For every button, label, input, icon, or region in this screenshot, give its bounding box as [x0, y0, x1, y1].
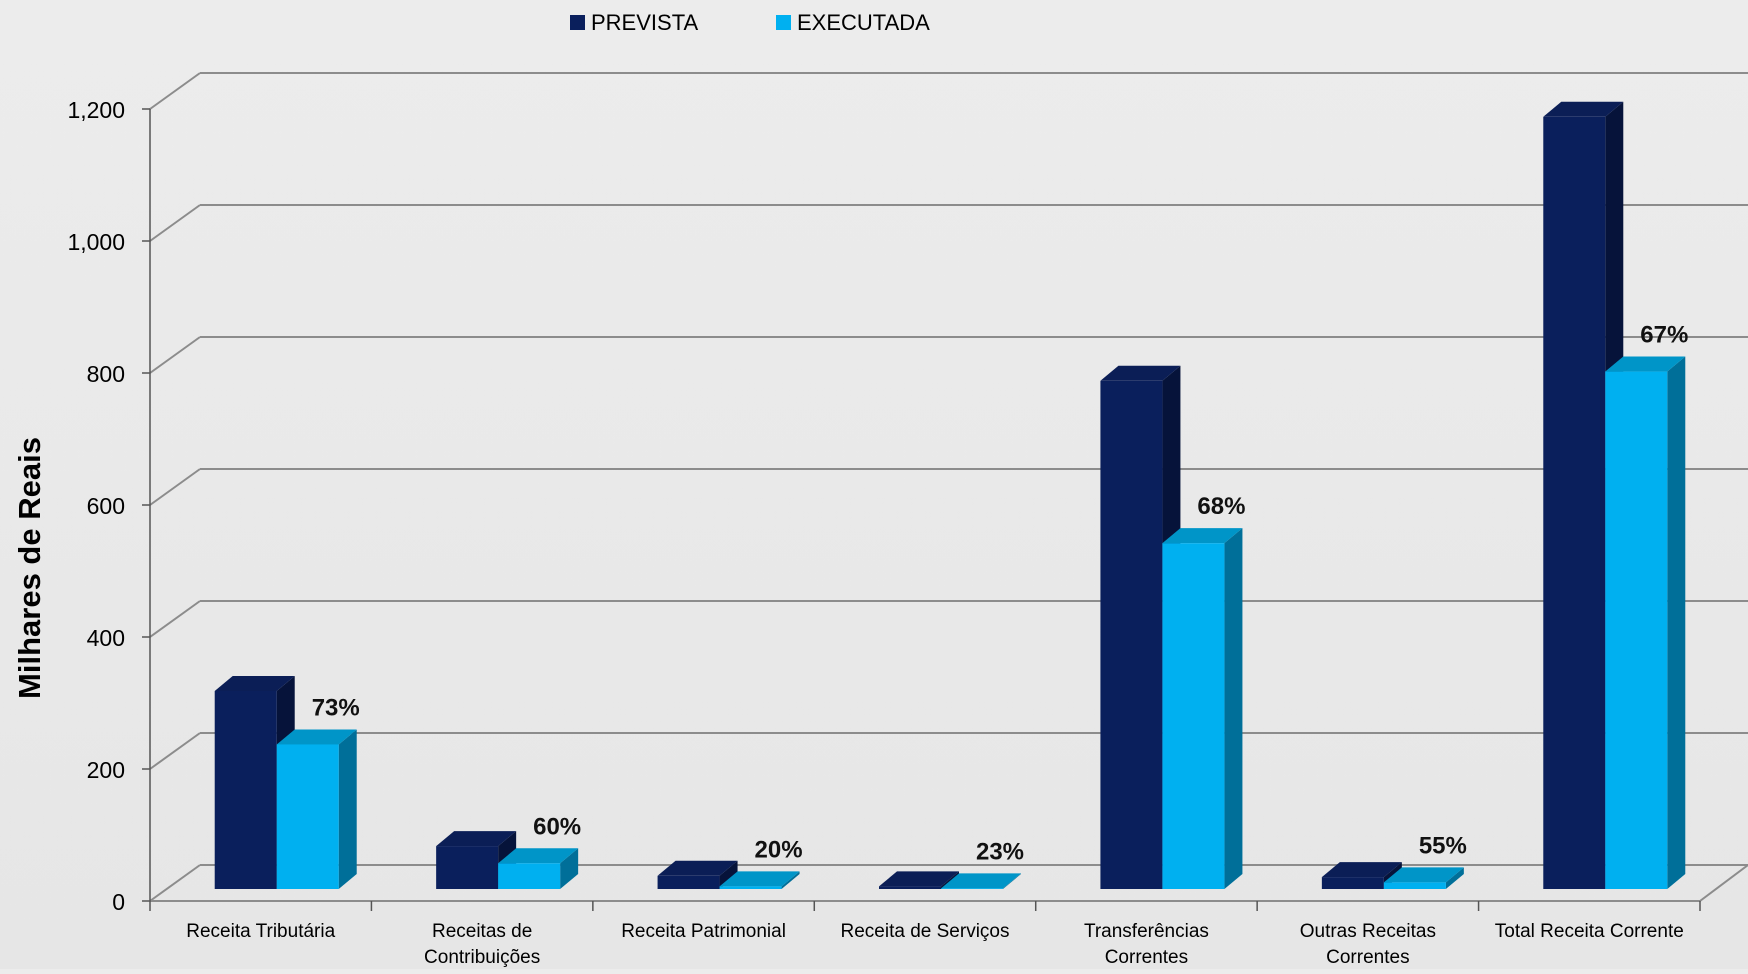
gridline-depth	[149, 204, 201, 242]
bar-top	[1543, 101, 1624, 117]
data-label: 60%	[533, 813, 581, 840]
bar-side	[1003, 873, 1021, 889]
floor-right-edge	[1699, 864, 1748, 902]
legend-swatch-prevista	[570, 15, 585, 30]
bar-front	[1383, 882, 1446, 889]
legend-label-executada: EXECUTADA	[797, 10, 930, 35]
axes	[142, 108, 1701, 911]
bar-front	[1162, 543, 1225, 889]
x-tick-label: Transferências	[1084, 921, 1209, 942]
bar-top	[657, 860, 738, 876]
y-tick-label: 0	[112, 889, 125, 915]
y-tick-label: 600	[87, 493, 125, 519]
bar-executada	[719, 871, 800, 889]
bar-top	[1605, 356, 1686, 372]
gridline-depth	[149, 864, 201, 902]
x-tick-label: Contribuições	[424, 947, 540, 968]
y-tick-label: 200	[87, 757, 125, 783]
data-label: 73%	[312, 694, 360, 721]
y-axis-label: Milhares de Reais	[12, 437, 47, 699]
bar-top	[1100, 365, 1181, 381]
bar-executada	[1605, 356, 1686, 889]
bar-side	[560, 848, 579, 889]
bar-executada	[941, 873, 1021, 889]
bar-front	[276, 744, 339, 889]
bar-side	[719, 860, 738, 889]
y-tick-label: 400	[87, 625, 125, 651]
y-tick-label: 1,000	[67, 229, 125, 255]
data-label: 67%	[1640, 322, 1688, 349]
bar-executada	[498, 848, 579, 889]
bar-top	[214, 676, 295, 691]
bar-front	[498, 863, 561, 889]
legend-label-prevista: PREVISTA	[591, 10, 699, 35]
gridline-depth	[149, 600, 201, 638]
bar-front	[719, 886, 782, 889]
bar-executada	[1383, 867, 1464, 889]
data-label: 20%	[755, 836, 803, 863]
gridline-depth	[149, 732, 201, 770]
bar-front	[214, 691, 277, 889]
gridline-depth	[149, 336, 201, 374]
bar-top	[276, 729, 357, 745]
gridline-depth	[149, 468, 201, 506]
gridline-depth	[149, 72, 201, 110]
bar-front	[879, 886, 941, 889]
bar-top	[1162, 528, 1243, 544]
bar-top	[1321, 862, 1402, 878]
data-label: 68%	[1197, 493, 1245, 520]
bar-executada	[276, 729, 357, 889]
labels: Milhares de Reais 0 200 400 600 800 1,000 1,20…	[12, 97, 1688, 968]
y-tick-label: 1,200	[67, 97, 125, 123]
bar-front	[1321, 877, 1384, 889]
y-tick-label: 800	[87, 361, 125, 387]
bar-side	[941, 871, 959, 889]
x-tick-label: Receita Patrimonial	[621, 921, 786, 942]
legend: PREVISTA EXECUTADA	[570, 10, 930, 35]
data-label: 55%	[1419, 832, 1467, 859]
bar-top	[498, 848, 579, 864]
bars	[214, 101, 1686, 890]
bar-prevista	[1543, 101, 1624, 890]
bar-front	[436, 846, 499, 889]
data-label: 23%	[976, 838, 1024, 865]
bar-top	[941, 873, 1021, 889]
bar-top	[719, 871, 800, 887]
gridlines	[149, 72, 1748, 902]
bar-front	[941, 888, 1003, 889]
bar-side	[1667, 356, 1686, 889]
legend-swatch-executada	[776, 15, 791, 30]
bar-side	[1445, 867, 1464, 889]
x-tick-label: Receita de Serviços	[841, 921, 1010, 942]
x-tick-label: Total Receita Corrente	[1495, 921, 1684, 942]
bar-top	[436, 831, 517, 847]
x-tick-label: Outras Receitas	[1300, 921, 1436, 942]
x-tick-label: Correntes	[1326, 947, 1409, 968]
x-tick-label: Receitas de	[432, 921, 532, 942]
bar-front	[1543, 116, 1606, 890]
x-tick-label: Correntes	[1105, 947, 1188, 968]
bar-executada	[1162, 528, 1243, 889]
x-tick-label: Receita Tributária	[186, 921, 335, 942]
bar-prevista	[879, 871, 959, 889]
bar-side	[781, 871, 800, 889]
bar-top	[1383, 867, 1464, 883]
bar-front	[1605, 371, 1668, 889]
bar-front	[657, 875, 720, 889]
bar-front	[1100, 380, 1163, 889]
bar-side	[338, 729, 357, 889]
bar-prevista	[657, 860, 738, 889]
bar-top	[879, 871, 959, 887]
bar-side	[1224, 528, 1243, 889]
